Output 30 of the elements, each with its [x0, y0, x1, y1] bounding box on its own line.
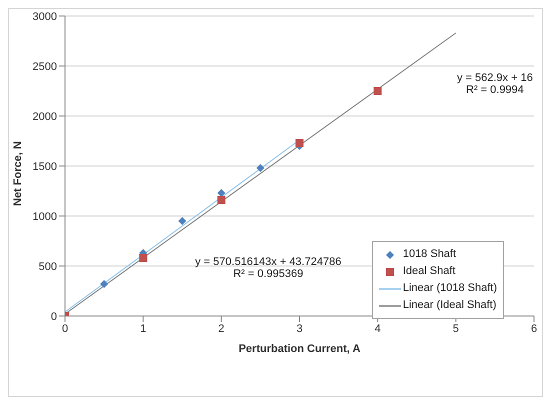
y-tick-label: 1500 [32, 160, 57, 173]
y-tick-label: 3000 [32, 10, 57, 23]
y-tick-label: 2000 [32, 110, 57, 123]
point [296, 139, 304, 147]
y-tick-label: 0 [50, 310, 57, 323]
legend-label: 1018 Shaft [402, 247, 456, 262]
x-tick-label: 1 [140, 322, 146, 335]
point [178, 217, 186, 225]
point [217, 196, 226, 204]
point [100, 280, 108, 288]
y-tick-label: 500 [38, 260, 57, 273]
legend-label: Linear (1018 Shaft) [402, 281, 497, 296]
point [256, 164, 264, 172]
point [374, 87, 382, 95]
annotation: y = 562.9x + 16 R² = 0.9994 [456, 72, 533, 96]
annotation: y = 570.516143x + 43.724786 R² = 0.995369 [195, 256, 342, 280]
legend-label: Ideal Shaft [402, 264, 456, 279]
x-tick-label: 3 [296, 322, 303, 335]
legend-label: Linear (Ideal Shaft) [402, 298, 496, 313]
x-tick-label: 4 [374, 322, 381, 335]
point [217, 189, 226, 197]
point [139, 254, 148, 262]
y-axis-title: Net Force, N [12, 141, 24, 206]
x-axis-title: Perturbation Current, A [238, 343, 360, 355]
x-tick-label: 0 [62, 322, 68, 335]
x-tick-label: 2 [218, 322, 224, 335]
x-tick-label: 6 [530, 322, 538, 335]
y-tick-label: 2500 [32, 60, 57, 73]
y-tick-label: 1000 [32, 210, 57, 223]
x-tick-label: 5 [452, 322, 459, 335]
